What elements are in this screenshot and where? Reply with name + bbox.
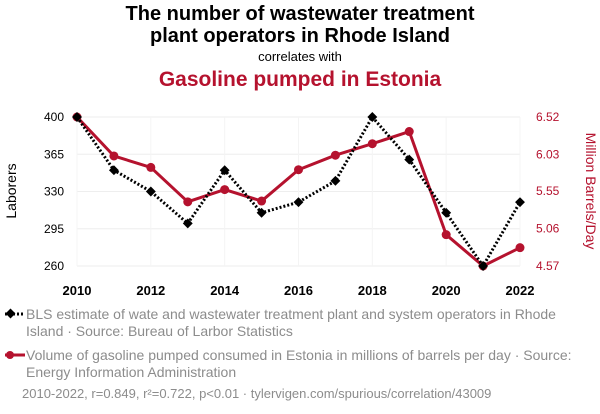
left-axis-label: Laborers <box>3 163 19 218</box>
right-axis-label: Million Barrels/Day <box>583 133 599 250</box>
series-2-point <box>109 151 119 161</box>
series-1-point <box>219 165 230 176</box>
chart-canvas: 400 365 330 295 260 6.52 6.03 5.55 5.06 4.57 201… <box>3 110 599 298</box>
legend-item-series-1: BLS estimate of wate and wastewater trea… <box>4 306 594 342</box>
series-1-point <box>72 112 82 122</box>
chart-title-line-1: The number of wastewater treatment <box>125 3 475 25</box>
legend-swatch-dotted-diamond <box>5 308 25 319</box>
series-2-point <box>294 165 303 175</box>
series-2-point <box>441 230 451 240</box>
x-tick-label: 2010 <box>63 283 92 298</box>
left-tick-label: 365 <box>44 147 64 161</box>
series-1-point <box>515 197 525 208</box>
series-rhode-island-operators <box>72 112 525 271</box>
x-tick-label: 2018 <box>358 283 387 298</box>
left-tick-label: 260 <box>44 259 64 273</box>
series-2-point <box>257 196 267 206</box>
x-tick-label: 2016 <box>284 283 313 298</box>
left-tick-label: 295 <box>44 222 64 236</box>
series-2-point <box>515 243 525 253</box>
series-2-point <box>367 139 377 149</box>
legend-swatch-solid-circle <box>5 351 25 359</box>
series-1-point <box>108 165 119 176</box>
series-1-point <box>478 261 489 271</box>
legend-item-series-2: Volume of gasoline pumped consumed in Es… <box>4 347 594 383</box>
series-2-point <box>404 127 414 137</box>
right-tick-label: 6.52 <box>536 110 560 124</box>
x-tick-label: 2020 <box>432 283 461 298</box>
grid-lines <box>76 116 521 267</box>
series-2-point <box>183 197 193 207</box>
x-axis-ticks: 2010 2012 2014 2016 2018 2020 2022 <box>63 283 535 298</box>
correlates-with-label: correlates with <box>258 49 342 64</box>
left-tick-label: 330 <box>44 185 64 199</box>
series-1-point <box>404 154 415 165</box>
right-tick-label: 5.06 <box>536 222 560 236</box>
chart-subtitle: Gasoline pumped in Estonia <box>158 68 442 91</box>
series-1-point <box>293 197 304 208</box>
x-tick-label: 2012 <box>136 283 165 298</box>
right-axis-ticks: 6.52 6.03 5.55 5.06 4.57 <box>536 110 560 273</box>
series-1-point <box>330 175 341 186</box>
series-1-point <box>182 218 193 229</box>
legend-label-series-2: Volume of gasoline pumped consumed in Es… <box>26 347 572 380</box>
series-1-point <box>256 207 267 218</box>
x-tick-label: 2022 <box>506 283 535 298</box>
footer-stats: 2010-2022, r=0.849, r²=0.722, p<0.01 · t… <box>22 386 492 401</box>
series-1-point <box>145 186 156 197</box>
right-tick-label: 5.55 <box>536 184 560 198</box>
x-tick-label: 2014 <box>210 283 240 298</box>
series-1-point <box>441 207 452 218</box>
series-2-point <box>220 185 230 195</box>
left-axis-ticks: 400 365 330 295 260 <box>44 110 64 273</box>
right-tick-label: 6.03 <box>536 147 560 161</box>
series-2-point <box>330 150 340 160</box>
right-tick-label: 4.57 <box>536 259 560 273</box>
legend-label-series-1: BLS estimate of wate and wastewater trea… <box>26 306 556 339</box>
chart-title-line-2: plant operators in Rhode Island <box>149 25 451 47</box>
series-2-point <box>146 162 156 172</box>
left-tick-label: 400 <box>44 110 64 124</box>
